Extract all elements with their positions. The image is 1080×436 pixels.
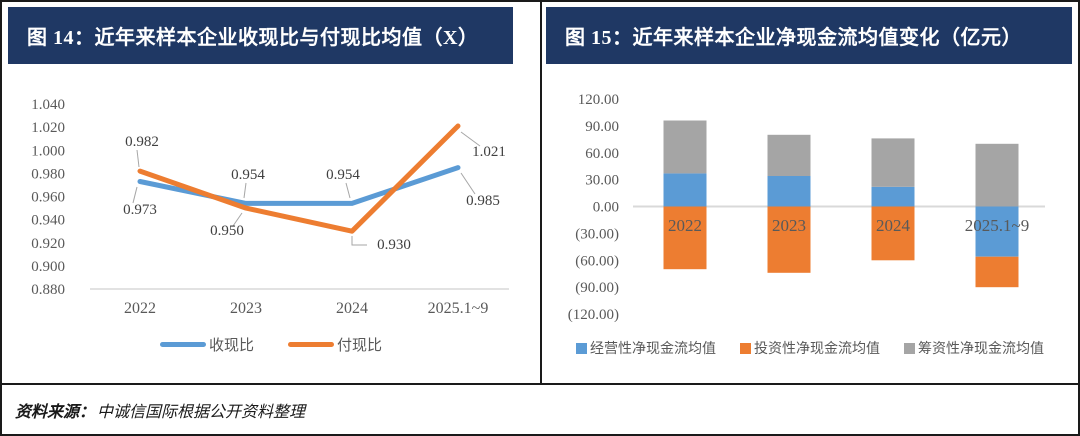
bar-segment-0 xyxy=(871,186,915,207)
chart14-panel: 图 14：近年来样本企业收现比与付现比均值（X） 1.040 1.020 1.000… xyxy=(2,2,540,383)
legend-item-2: 筹资性净现金流均值 xyxy=(904,338,1044,358)
y-tick-label: 1.040 xyxy=(31,97,65,113)
legend-label: 付现比 xyxy=(337,338,383,354)
y-tick-label: (60.00) xyxy=(575,253,619,269)
legend-label: 经营性净现金流均值 xyxy=(590,342,716,357)
data-label: 0.954 xyxy=(326,167,360,183)
label-leader-line xyxy=(345,182,351,199)
legend-marker xyxy=(159,342,206,347)
source-text: 中诚信国际根据公开资料整理 xyxy=(97,403,306,421)
legend-marker xyxy=(288,342,334,347)
chart14-title: 图 14：近年来样本企业收现比与付现比均值（X） xyxy=(27,27,479,49)
legend-item-1: 投资性净现金流均值 xyxy=(740,338,880,358)
bar-segment-1 xyxy=(663,206,707,270)
legend-label: 筹资性净现金流均值 xyxy=(918,342,1044,357)
data-label: 0.982 xyxy=(125,134,159,150)
chart15-title: 图 15：近年来样本企业净现金流均值变化（亿元） xyxy=(565,27,1022,49)
y-tick-label: 0.880 xyxy=(31,282,65,298)
bar-segment-2 xyxy=(663,120,707,174)
source-label: 资料来源： xyxy=(15,403,96,421)
data-label: 0.954 xyxy=(231,167,265,183)
series-line-1 xyxy=(137,123,461,234)
y-tick-label: 30.00 xyxy=(585,173,619,189)
y-tick-label: 120.00 xyxy=(578,92,619,108)
y-tick-label: 60.00 xyxy=(585,146,619,162)
label-leader-line xyxy=(243,182,247,199)
y-tick-label: 90.00 xyxy=(585,119,619,135)
y-tick-label: 1.000 xyxy=(31,143,65,159)
legend-marker xyxy=(904,342,915,354)
label-leader-line xyxy=(232,212,243,227)
series-line-0 xyxy=(137,165,461,206)
bar-segment-2 xyxy=(975,143,1019,207)
chart15-panel: 图 15：近年来样本企业净现金流均值变化（亿元） 120.00 90.00 60.0… xyxy=(540,2,1078,383)
chart15-header: 图 15：近年来样本企业净现金流均值变化（亿元） xyxy=(546,7,1072,64)
y-tick-label: 0.960 xyxy=(31,190,65,206)
x-tick-label: 2024 xyxy=(876,216,911,235)
x-tick-label: 2023 xyxy=(772,216,806,235)
bar-segment-1 xyxy=(871,206,915,261)
source-note: 资料来源： 中诚信国际根据公开资料整理 xyxy=(2,383,1078,434)
x-tick-label: 2022 xyxy=(668,216,702,235)
x-tick-label: 2025.1~9 xyxy=(965,216,1029,235)
legend-label: 投资性净现金流均值 xyxy=(754,342,880,357)
stacked-bar-chart-net-cash-flow: 120.00 90.00 60.00 30.00 0.00 (30.00) (60.00) (… xyxy=(568,92,1045,323)
x-tick-label: 2023 xyxy=(230,300,262,317)
y-tick-label: (120.00) xyxy=(568,307,619,323)
bar-segment-1 xyxy=(975,256,1019,288)
bar-segment-0 xyxy=(767,176,811,207)
bar-segment-2 xyxy=(871,138,915,187)
chart14-header: 图 14：近年来样本企业收现比与付现比均值（X） xyxy=(8,7,513,64)
y-tick-label: 0.940 xyxy=(31,213,65,229)
y-tick-label: 0.900 xyxy=(31,259,65,275)
y-tick-label: 0.00 xyxy=(593,200,619,216)
label-leader-line xyxy=(136,149,140,168)
legend-item-1: 付现比 xyxy=(288,334,382,355)
y-tick-label: (90.00) xyxy=(575,280,619,296)
data-label: 0.930 xyxy=(377,237,411,253)
y-tick-label: 0.920 xyxy=(31,236,65,252)
legend-label: 收现比 xyxy=(208,338,254,354)
x-tick-label: 2024 xyxy=(336,300,368,317)
y-tick-label: (30.00) xyxy=(575,226,619,242)
legend-marker xyxy=(576,342,587,354)
data-label: 0.973 xyxy=(123,202,157,218)
data-label: 1.021 xyxy=(472,144,506,160)
label-leader-line xyxy=(460,172,476,195)
legend-item-0: 收现比 xyxy=(159,334,254,355)
line-chart-cash-ratios: 1.040 1.020 1.000 0.980 0.960 0.940 0.920 0.900… xyxy=(31,97,509,317)
bar-segment-1 xyxy=(767,206,811,273)
chart15-legend: 经营性净现金流均值 投资性净现金流均值 筹资性净现金流均值 xyxy=(542,338,1078,358)
bar-segment-2 xyxy=(767,134,811,176)
data-label: 0.950 xyxy=(210,223,244,239)
bar-segment-0 xyxy=(663,173,707,207)
chart14-legend: 收现比 付现比 xyxy=(2,334,540,355)
x-tick-label: 2022 xyxy=(124,300,156,317)
data-label: 0.985 xyxy=(466,193,500,209)
y-tick-label: 0.980 xyxy=(31,166,65,182)
y-tick-label: 1.020 xyxy=(31,120,65,136)
bar-segment-0 xyxy=(975,206,1019,257)
legend-item-0: 经营性净现金流均值 xyxy=(576,338,716,358)
label-leader-line xyxy=(132,186,138,204)
label-leader-line xyxy=(351,236,367,246)
chart-panels: 图 14：近年来样本企业收现比与付现比均值（X） 1.040 1.020 1.000… xyxy=(2,2,1078,383)
label-leader-line xyxy=(460,131,481,147)
legend-marker xyxy=(740,342,751,354)
x-tick-label: 2025.1~9 xyxy=(428,300,489,317)
